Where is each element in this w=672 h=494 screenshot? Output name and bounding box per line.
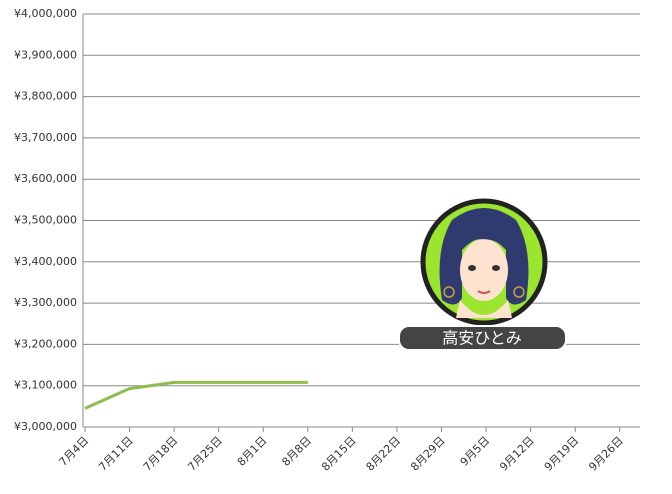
- x-tick-label: 7月18日: [141, 434, 181, 474]
- x-tick-label: 9月12日: [497, 434, 537, 474]
- x-tick-label: 8月8日: [279, 434, 314, 469]
- y-tick-label: ¥3,100,000: [14, 379, 77, 392]
- x-tick-label: 8月29日: [408, 434, 448, 474]
- x-tick-label: 7月11日: [96, 434, 136, 474]
- y-tick-label: ¥3,700,000: [14, 131, 77, 144]
- x-tick-label: 8月15日: [319, 434, 359, 474]
- y-tick-label: ¥3,000,000: [14, 420, 77, 433]
- y-tick-label: ¥3,400,000: [14, 255, 77, 268]
- y-tick-label: ¥4,000,000: [14, 7, 77, 20]
- x-tick-label: 7月25日: [185, 434, 225, 474]
- x-tick-label: 8月1日: [235, 434, 270, 469]
- y-tick-label: ¥3,800,000: [14, 90, 77, 103]
- y-tick-label: ¥3,200,000: [14, 337, 77, 350]
- series-line: [84, 380, 308, 410]
- y-tick-label: ¥3,900,000: [14, 48, 77, 61]
- y-tick-label: ¥3,300,000: [14, 296, 77, 309]
- x-tick-label: 9月5日: [458, 434, 493, 469]
- avatar: 高安ひとみ: [398, 198, 567, 351]
- y-tick-label: ¥3,600,000: [14, 172, 77, 185]
- y-tick-label: ¥3,500,000: [14, 214, 77, 227]
- x-tick-label: 7月4日: [57, 434, 92, 469]
- x-tick-label: 8月22日: [364, 434, 404, 474]
- x-tick-label: 9月26日: [586, 434, 626, 474]
- x-tick-label: 9月19日: [542, 434, 582, 474]
- badge-name: 高安ひとみ: [442, 329, 522, 348]
